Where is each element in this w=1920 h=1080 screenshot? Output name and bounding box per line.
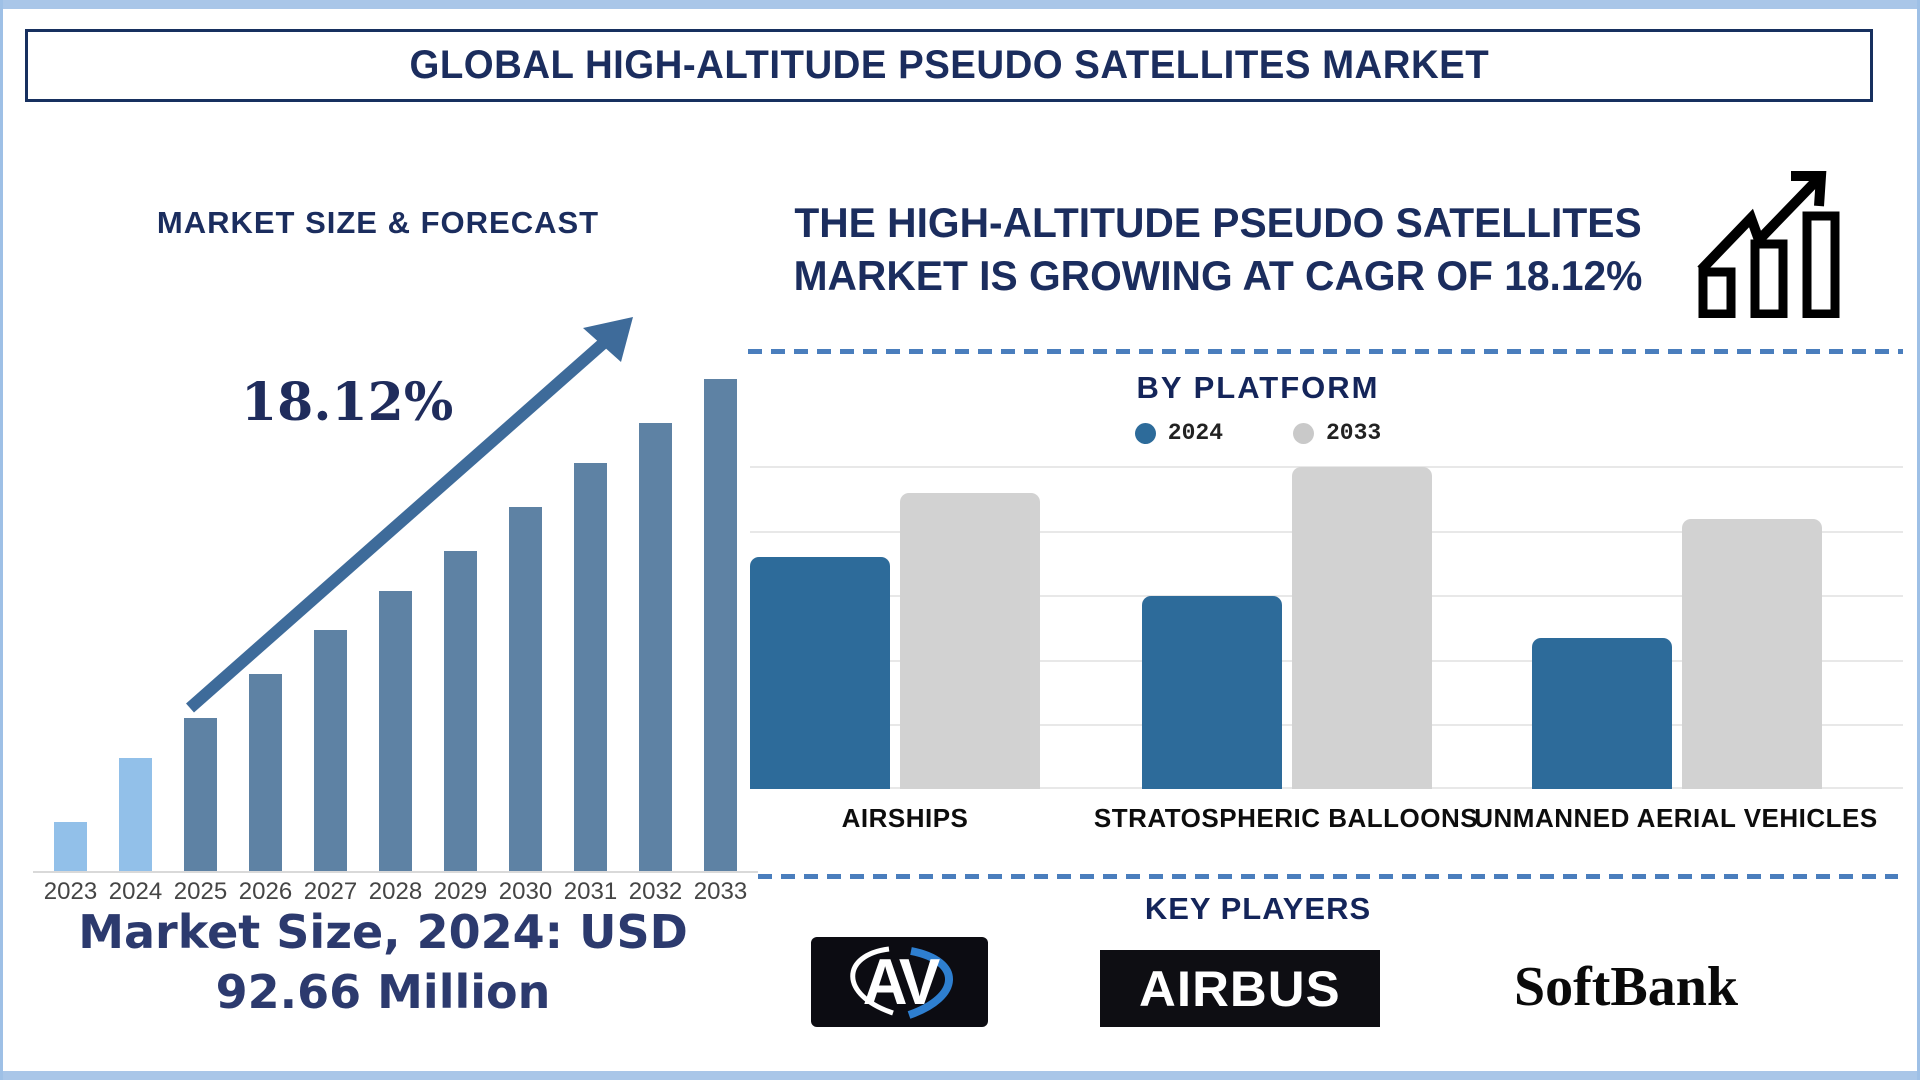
platform-bar-airships-2024 xyxy=(750,557,890,789)
forecast-column-2032 xyxy=(623,375,688,871)
forecast-bar-2027 xyxy=(314,630,347,871)
legend-item-2033: 2033 xyxy=(1293,420,1381,446)
dashed-separator-top xyxy=(748,349,1903,354)
platform-bar-stratospheric-balloons-2033 xyxy=(1292,467,1432,789)
forecast-year-label-2025: 2025 xyxy=(173,878,228,905)
forecast-year-label-2023: 2023 xyxy=(43,878,98,905)
by-platform-title: BY PLATFORM xyxy=(1136,370,1380,405)
market-size-forecast-heading: MARKET SIZE & FORECAST xyxy=(156,205,600,240)
forecast-year-label-2024: 2024 xyxy=(108,878,163,905)
forecast-bar-2031 xyxy=(574,463,607,871)
forecast-bar-2032 xyxy=(639,423,672,871)
forecast-bar-2026 xyxy=(249,674,282,871)
forecast-year-label-2027: 2027 xyxy=(303,878,358,905)
forecast-column-2031 xyxy=(558,375,623,871)
forecast-column-2030 xyxy=(493,375,558,871)
forecast-year-label-2026: 2026 xyxy=(238,878,293,905)
page-title: GLOBAL HIGH-ALTITUDE PSEUDO SATELLITES M… xyxy=(409,43,1489,87)
forecast-column-2028 xyxy=(363,375,428,871)
forecast-bar-2024 xyxy=(119,758,152,871)
platform-group-0 xyxy=(750,493,1040,789)
softbank-logo-text: SoftBank xyxy=(1513,955,1739,1018)
growth-chart-icon xyxy=(1695,160,1845,323)
market-size-line1: Market Size, 2024: USD xyxy=(78,905,688,959)
legend-dot-2033 xyxy=(1293,422,1314,444)
forecast-bar-2023 xyxy=(54,822,87,871)
platform-plot xyxy=(750,455,1903,789)
forecast-column-2025 xyxy=(168,375,233,871)
forecast-years: 2023 2024 2025 2026 2027 2028 2029 2030 2031 2032… xyxy=(38,878,753,906)
legend-label-2024: 2024 xyxy=(1167,420,1223,446)
av-logo-text: AV xyxy=(862,945,941,1019)
bottom-frame-band xyxy=(3,1071,1917,1080)
airbus-logo-text: AIRBUS xyxy=(1139,960,1341,1017)
cagr-percentage-label: 18.12% xyxy=(241,372,454,433)
dashed-separator-bottom xyxy=(758,874,1898,879)
platform-bar-stratospheric-balloons-2024 xyxy=(1142,596,1282,789)
forecast-year-label-2032: 2032 xyxy=(628,878,683,905)
market-size-note: Market Size, 2024: USD 92.66 Million xyxy=(58,903,708,1023)
forecast-bar-2029 xyxy=(444,551,477,871)
key-players-title: KEY PLAYERS xyxy=(1144,891,1372,926)
category-label-stratospheric-balloons: STRATOSPHERIC BALLOONS xyxy=(1093,803,1479,833)
forecast-year-label-2033: 2033 xyxy=(693,878,748,905)
legend-label-2033: 2033 xyxy=(1326,420,1382,446)
growth-arrow xyxy=(178,300,658,730)
platform-bar-airships-2033 xyxy=(900,493,1040,789)
forecast-year-label-2028: 2028 xyxy=(368,878,423,905)
platform-legend: 2024 2033 xyxy=(903,420,1613,446)
forecast-column-2033 xyxy=(688,375,753,871)
forecast-year-label-2031: 2031 xyxy=(563,878,618,905)
category-label-airships: AIRSHIPS xyxy=(841,803,969,833)
headline-line1: THE HIGH-ALTITUDE PSEUDO SATELLITES xyxy=(794,199,1642,246)
platform-bar-unmanned-aerial-vehicles-2033 xyxy=(1682,519,1822,789)
forecast-bar-2033 xyxy=(704,379,737,871)
softbank-logo: SoftBank xyxy=(1481,944,1771,1029)
forecast-bar-2028 xyxy=(379,591,412,871)
legend-item-2024: 2024 xyxy=(1134,420,1223,446)
aerovironment-logo: AV xyxy=(811,937,988,1027)
forecast-column-2029 xyxy=(428,375,493,871)
forecast-year-label-2029: 2029 xyxy=(433,878,488,905)
platform-bar-unmanned-aerial-vehicles-2024 xyxy=(1532,638,1672,789)
headline-line2: MARKET IS GROWING AT CAGR OF 18.12% xyxy=(793,251,1643,299)
market-size-line2: 92.66 Million xyxy=(215,964,551,1019)
category-label-unmanned-aerial-vehicles: UNMANNED AERIAL VEHICLES xyxy=(1474,803,1878,833)
forecast-axis-line xyxy=(33,871,758,873)
airbus-logo: AIRBUS xyxy=(1100,950,1380,1027)
title-box: GLOBAL HIGH-ALTITUDE PSEUDO SATELLITES M… xyxy=(25,29,1873,102)
top-frame-band xyxy=(3,0,1917,9)
forecast-column-2027 xyxy=(298,375,363,871)
forecast-column-2024 xyxy=(103,375,168,871)
forecast-bars xyxy=(38,375,753,871)
forecast-bar-2030 xyxy=(509,507,542,871)
platform-group-1 xyxy=(1142,467,1432,789)
legend-dot-2024 xyxy=(1134,422,1156,444)
right-headline: THE HIGH-ALTITUDE PSEUDO SATELLITES MARK… xyxy=(757,197,1679,302)
forecast-bar-2025 xyxy=(184,718,217,871)
platform-group-2 xyxy=(1532,519,1822,789)
forecast-column-2026 xyxy=(233,375,298,871)
forecast-column-2023 xyxy=(38,375,103,871)
forecast-year-label-2030: 2030 xyxy=(498,878,553,905)
